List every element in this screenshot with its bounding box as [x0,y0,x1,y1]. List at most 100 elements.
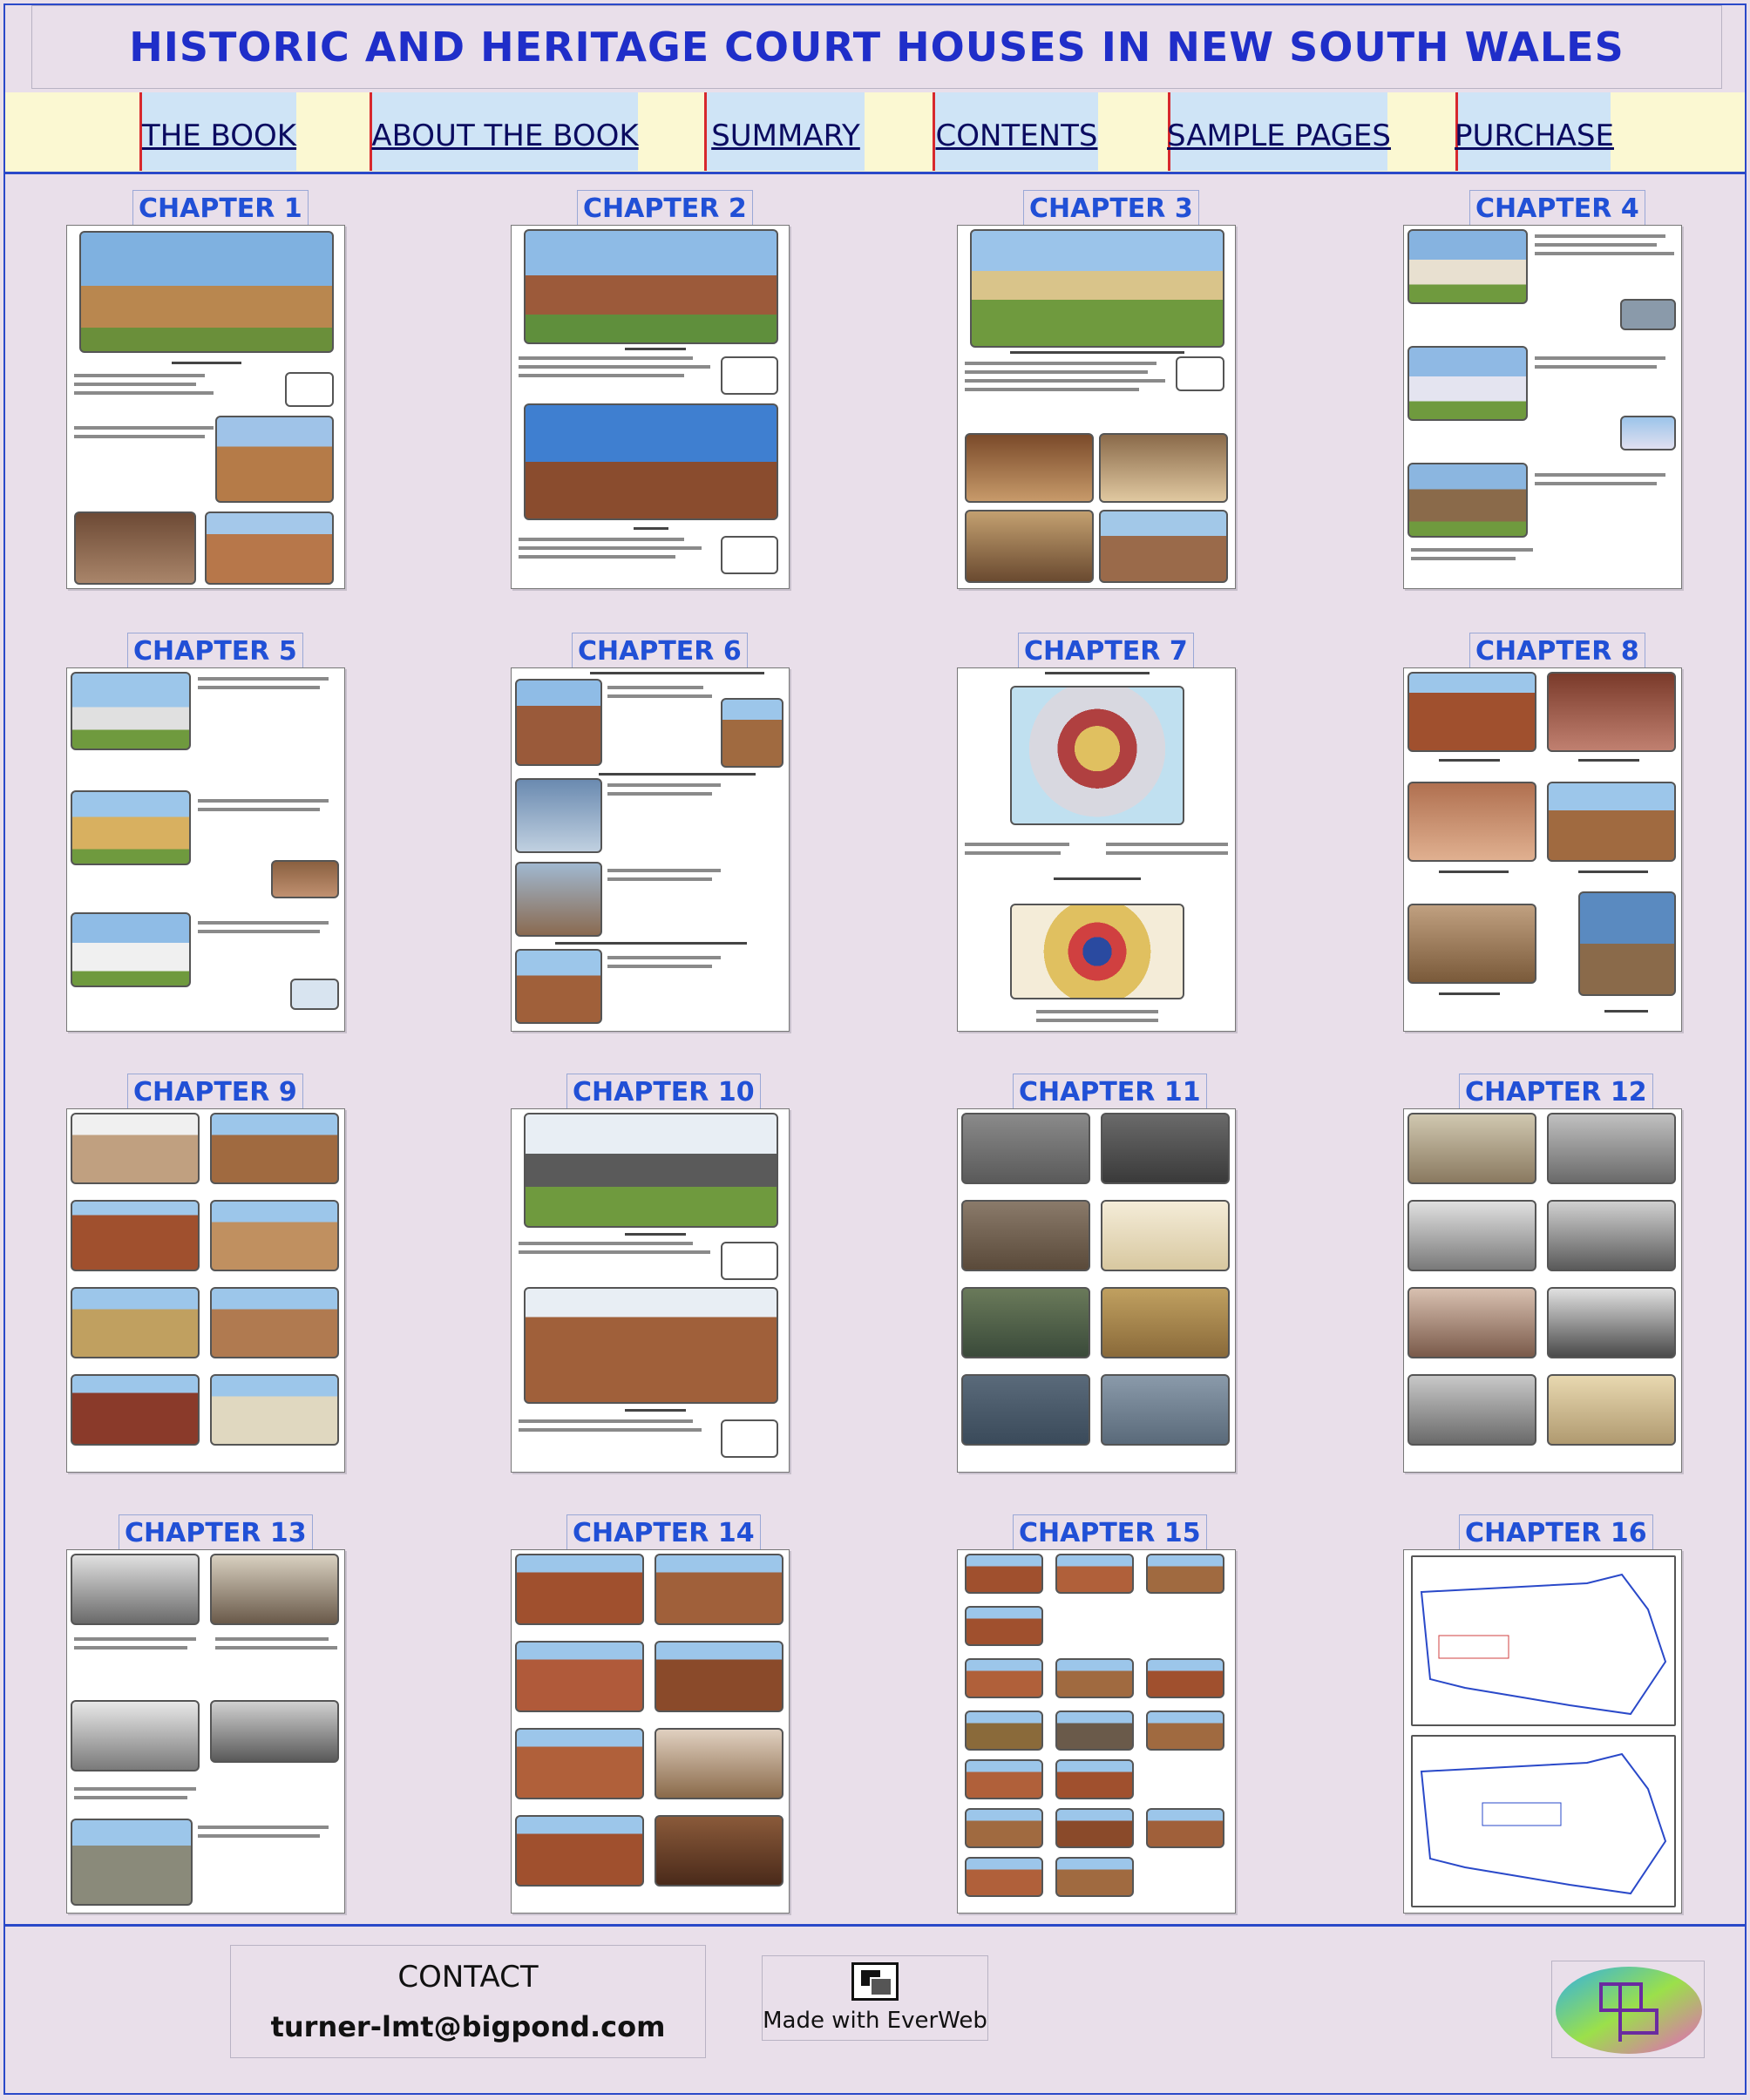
text-line [607,792,712,796]
courthouse-photo [1407,229,1528,304]
chapter-label[interactable]: CHAPTER 7 [1018,633,1194,669]
chapter-label[interactable]: CHAPTER 2 [577,190,753,227]
map-inset [285,372,334,407]
site-title-box: HISTORIC AND HERITAGE COURT HOUSES IN NE… [31,5,1722,89]
chapter-label[interactable]: CHAPTER 12 [1459,1074,1653,1110]
nav-link-contents[interactable]: CONTENTS [935,119,1098,153]
nav-link-summary[interactable]: SUMMARY [711,119,860,153]
chapter-label[interactable]: CHAPTER 10 [566,1074,761,1110]
nav-item-the-book[interactable]: THE BOOK [139,92,296,171]
chapter-thumbnail[interactable] [1403,1108,1682,1473]
chapter-label[interactable]: CHAPTER 15 [1013,1514,1207,1551]
text-line [519,555,675,559]
nav-item-contents[interactable]: CONTENTS [933,92,1098,171]
chapter-thumbnail[interactable] [1403,1549,1682,1914]
nav-link-the-book[interactable]: THE BOOK [141,119,297,153]
plaque-photo [961,1287,1090,1358]
courthouse-photo [515,1815,644,1887]
courthouse-photo [655,1554,783,1625]
map-inset [1176,356,1224,391]
chapter-label[interactable]: CHAPTER 9 [127,1074,303,1110]
chapter-label[interactable]: CHAPTER 5 [127,633,303,669]
detail-photo [1407,782,1536,862]
courthouse-photo [1055,1857,1134,1897]
caption-line [1439,870,1509,873]
text-line [1535,252,1674,255]
historic-photo [71,1554,200,1625]
chapter-thumbnail[interactable] [66,225,345,589]
everweb-text: Made with EverWeb [763,2008,987,2034]
text-line [607,869,721,872]
courthouse-photo [71,1374,200,1446]
courthouse-photo [965,1710,1043,1751]
caption-line [625,348,686,350]
contact-email[interactable]: turner-lmt@bigpond.com [270,2010,666,2043]
caption-line [555,942,747,945]
chapter-label[interactable]: CHAPTER 16 [1459,1514,1653,1551]
text-line [519,546,702,550]
nav-item-summary[interactable]: SUMMARY [704,92,865,171]
chapter-thumbnail[interactable] [511,1108,790,1473]
nsw-map-svg [1420,1573,1667,1716]
chapter-thumbnail[interactable] [957,1108,1236,1473]
courthouse-photo [1055,1658,1134,1698]
text-line [607,965,712,968]
chapter-thumbnail[interactable] [1403,667,1682,1032]
text-line [965,388,1139,391]
chapter-thumbnail[interactable] [66,1549,345,1914]
chapter-label[interactable]: CHAPTER 13 [119,1514,313,1551]
chapter-thumbnail[interactable] [957,667,1236,1032]
text-line [1411,548,1533,552]
nav-item-about-the-book[interactable]: ABOUT THE BOOK [370,92,639,171]
text-line [1535,365,1657,369]
chapter-thumbnail[interactable] [511,225,790,589]
chapter-thumbnail[interactable] [66,667,345,1032]
interior-photo [1099,433,1228,503]
chapter-label[interactable]: CHAPTER 11 [1013,1074,1207,1110]
courthouse-photo [215,416,334,503]
chapter-label[interactable]: CHAPTER 3 [1023,190,1199,227]
chapter-thumbnail[interactable] [957,1549,1236,1914]
nav-link-sample-pages[interactable]: SAMPLE PAGES [1167,119,1391,153]
chapter-thumbnail[interactable] [66,1108,345,1473]
map-inset [721,356,778,395]
text-line [1535,473,1665,477]
courthouse-photo [210,1374,339,1446]
courthouse-photo [515,1554,644,1625]
nav-item-sample-pages[interactable]: SAMPLE PAGES [1167,92,1391,171]
chapter-label[interactable]: CHAPTER 14 [566,1514,761,1551]
courthouse-photo [970,229,1224,348]
nsw-map [1411,1735,1676,1907]
courthouse-photo [71,790,191,865]
courthouse-photo [71,672,191,750]
chapter-thumbnail[interactable] [511,1549,790,1914]
nav-link-about-the-book[interactable]: ABOUT THE BOOK [371,119,639,153]
chapter-label[interactable]: CHAPTER 6 [572,633,748,669]
chapter-thumbnail[interactable] [957,225,1236,589]
courthouse-photo [1055,1554,1134,1594]
caption-line [1439,759,1500,762]
interior-photo [655,1728,783,1799]
chapter-label[interactable]: CHAPTER 4 [1469,190,1645,227]
interior-photo [965,433,1094,503]
chapter-label[interactable]: CHAPTER 8 [1469,633,1645,669]
interior-photo [655,1815,783,1887]
everweb-badge[interactable]: Made with EverWeb [762,1955,988,2041]
courthouse-photo [1407,346,1528,421]
nav-item-purchase[interactable]: PURCHASE [1455,92,1614,171]
courthouse-photo [71,1819,193,1906]
text-line [1106,843,1228,846]
chapter-thumbnail[interactable] [511,667,790,1032]
nav-link-purchase[interactable]: PURCHASE [1455,119,1614,153]
courthouse-photo [71,1113,200,1184]
historic-photo [210,1554,339,1625]
chapter-label[interactable]: CHAPTER 1 [132,190,309,227]
caption-line [625,1409,686,1412]
courthouse-photo [965,1857,1043,1897]
text-line [198,1834,320,1838]
chapter-thumbnail[interactable] [1403,225,1682,589]
text-line [965,379,1165,383]
courthouse-photo [1146,1710,1224,1751]
caption-line [1439,992,1500,995]
courthouse-photo [1055,1710,1134,1751]
